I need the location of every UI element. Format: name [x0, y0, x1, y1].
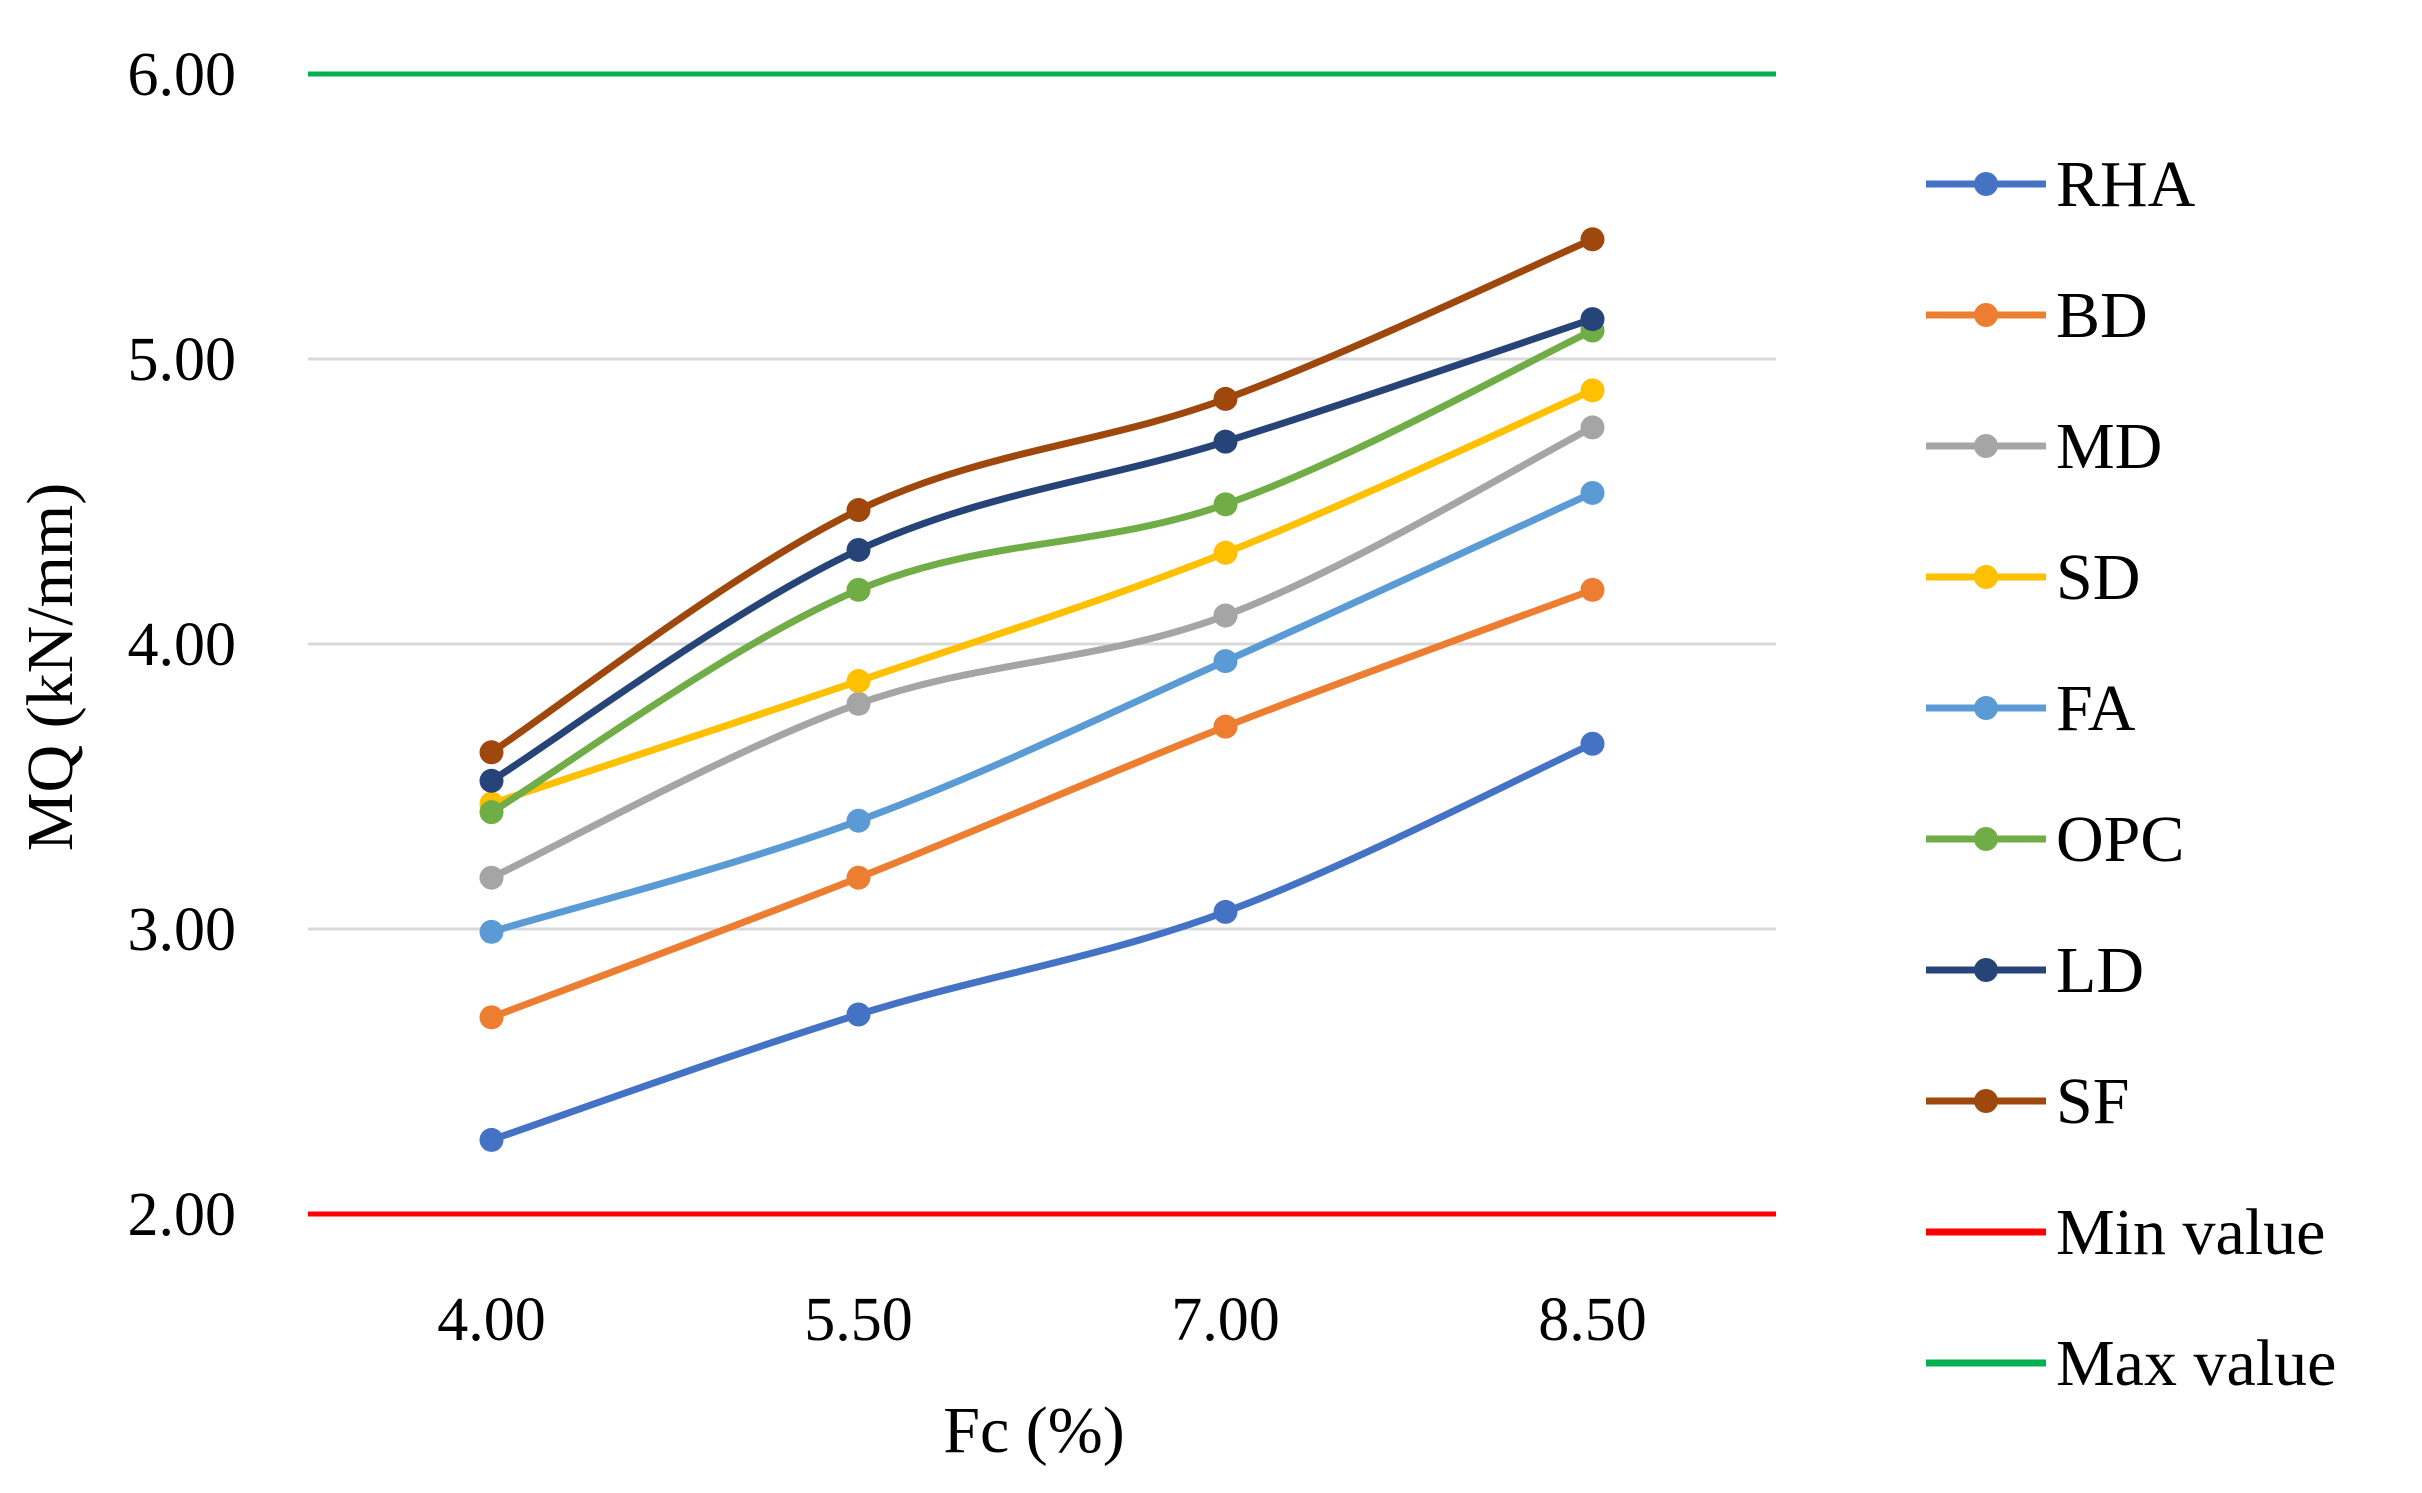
- data-point-sf: [1580, 227, 1605, 252]
- data-point-opc: [1213, 492, 1238, 517]
- x-tick-label: 5.50: [804, 1286, 913, 1354]
- data-point-bd: [846, 865, 871, 890]
- y-axis-ticks: 2.00 3.00 4.00 5.00 6.00: [128, 41, 237, 1249]
- data-point-sd: [1580, 378, 1605, 403]
- data-point-opc: [846, 577, 871, 602]
- legend-label: Min value: [2056, 1196, 2325, 1269]
- legend-swatch-marker: [1974, 1089, 1998, 1113]
- legend-label: SD: [2056, 541, 2140, 614]
- legend-label: LD: [2056, 934, 2144, 1007]
- y-tick-label: 4.00: [128, 611, 237, 679]
- data-point-rha: [479, 1127, 504, 1152]
- data-point-md: [479, 865, 504, 890]
- legend-item-ld: LD: [1926, 934, 2144, 1007]
- data-point-sd: [1213, 540, 1238, 565]
- series-rha: [479, 731, 1605, 1152]
- y-tick-label: 2.00: [128, 1181, 237, 1249]
- legend-label: FA: [2056, 672, 2136, 745]
- data-point-fa: [846, 808, 871, 833]
- x-axis-title: Fc (%): [943, 1394, 1124, 1467]
- series-line-rha: [488, 740, 1596, 1144]
- data-point-sf: [479, 740, 504, 765]
- data-point-sd: [846, 669, 871, 694]
- legend-swatch-marker: [1974, 434, 1998, 458]
- legend-label: MD: [2056, 410, 2162, 483]
- data-point-fa: [479, 919, 504, 944]
- y-tick-label: 6.00: [128, 41, 237, 109]
- data-point-rha: [1580, 731, 1605, 756]
- legend-item-md: MD: [1926, 410, 2162, 483]
- data-point-rha: [846, 1002, 871, 1027]
- series-fa: [479, 480, 1605, 944]
- series-line-sf: [488, 235, 1596, 756]
- legend-item-max-value: Max value: [1926, 1327, 2336, 1400]
- series-ld: [479, 307, 1605, 793]
- legend-item-sd: SD: [1926, 541, 2140, 614]
- series-line-bd: [488, 586, 1596, 1021]
- y-axis-title: MQ (kN/mm): [14, 483, 87, 851]
- series-line-md: [488, 423, 1596, 882]
- data-point-fa: [1580, 480, 1605, 505]
- y-tick-label: 3.00: [128, 896, 237, 964]
- data-point-md: [846, 691, 871, 716]
- legend-item-rha: RHA: [1926, 148, 2196, 221]
- data-point-bd: [479, 1005, 504, 1030]
- series-opc: [479, 318, 1605, 825]
- data-point-ld: [1580, 307, 1605, 332]
- data-point-ld: [846, 537, 871, 562]
- series-sf: [479, 227, 1605, 765]
- data-point-md: [1580, 415, 1605, 440]
- series-md: [479, 415, 1605, 890]
- legend-item-sf: SF: [1926, 1065, 2129, 1138]
- data-point-bd: [1580, 577, 1605, 602]
- series-sd: [479, 378, 1605, 816]
- x-tick-label: 4.00: [437, 1286, 546, 1354]
- series-line-fa: [488, 489, 1596, 936]
- legend-label: Max value: [2056, 1327, 2336, 1400]
- data-point-opc: [479, 800, 504, 825]
- y-tick-label: 5.00: [128, 326, 237, 394]
- data-point-ld: [1213, 429, 1238, 454]
- data-point-sf: [846, 498, 871, 523]
- data-point-bd: [1213, 714, 1238, 739]
- data-point-fa: [1213, 649, 1238, 674]
- legend-swatch-marker: [1974, 827, 1998, 851]
- x-tick-label: 8.50: [1538, 1286, 1647, 1354]
- series-line-opc: [488, 327, 1596, 816]
- legend-swatch-marker: [1974, 958, 1998, 982]
- series-line-ld: [488, 315, 1596, 785]
- legend: RHA BD MD SD FA OPC LD SF Min value Max value: [1926, 148, 2336, 1400]
- data-point-ld: [479, 768, 504, 793]
- legend-label: RHA: [2056, 148, 2196, 221]
- legend-item-fa: FA: [1926, 672, 2136, 745]
- legend-item-min-value: Min value: [1926, 1196, 2325, 1269]
- series-lines: [479, 227, 1605, 1152]
- x-tick-label: 7.00: [1171, 1286, 1280, 1354]
- legend-swatch-marker: [1974, 696, 1998, 720]
- legend-item-opc: OPC: [1926, 803, 2184, 876]
- legend-label: OPC: [2056, 803, 2184, 876]
- legend-item-bd: BD: [1926, 279, 2148, 352]
- legend-label: SF: [2056, 1065, 2129, 1138]
- reference-lines: [308, 71, 1776, 1217]
- legend-swatch-marker: [1974, 565, 1998, 589]
- data-point-md: [1213, 603, 1238, 628]
- legend-swatch-marker: [1974, 172, 1998, 196]
- legend-swatch-marker: [1974, 303, 1998, 327]
- x-axis-ticks: 4.00 5.50 7.00 8.50: [437, 1286, 1647, 1354]
- series-line-sd: [488, 386, 1596, 808]
- data-point-sf: [1213, 386, 1238, 411]
- data-point-rha: [1213, 899, 1238, 924]
- series-bd: [479, 577, 1605, 1030]
- legend-label: BD: [2056, 279, 2148, 352]
